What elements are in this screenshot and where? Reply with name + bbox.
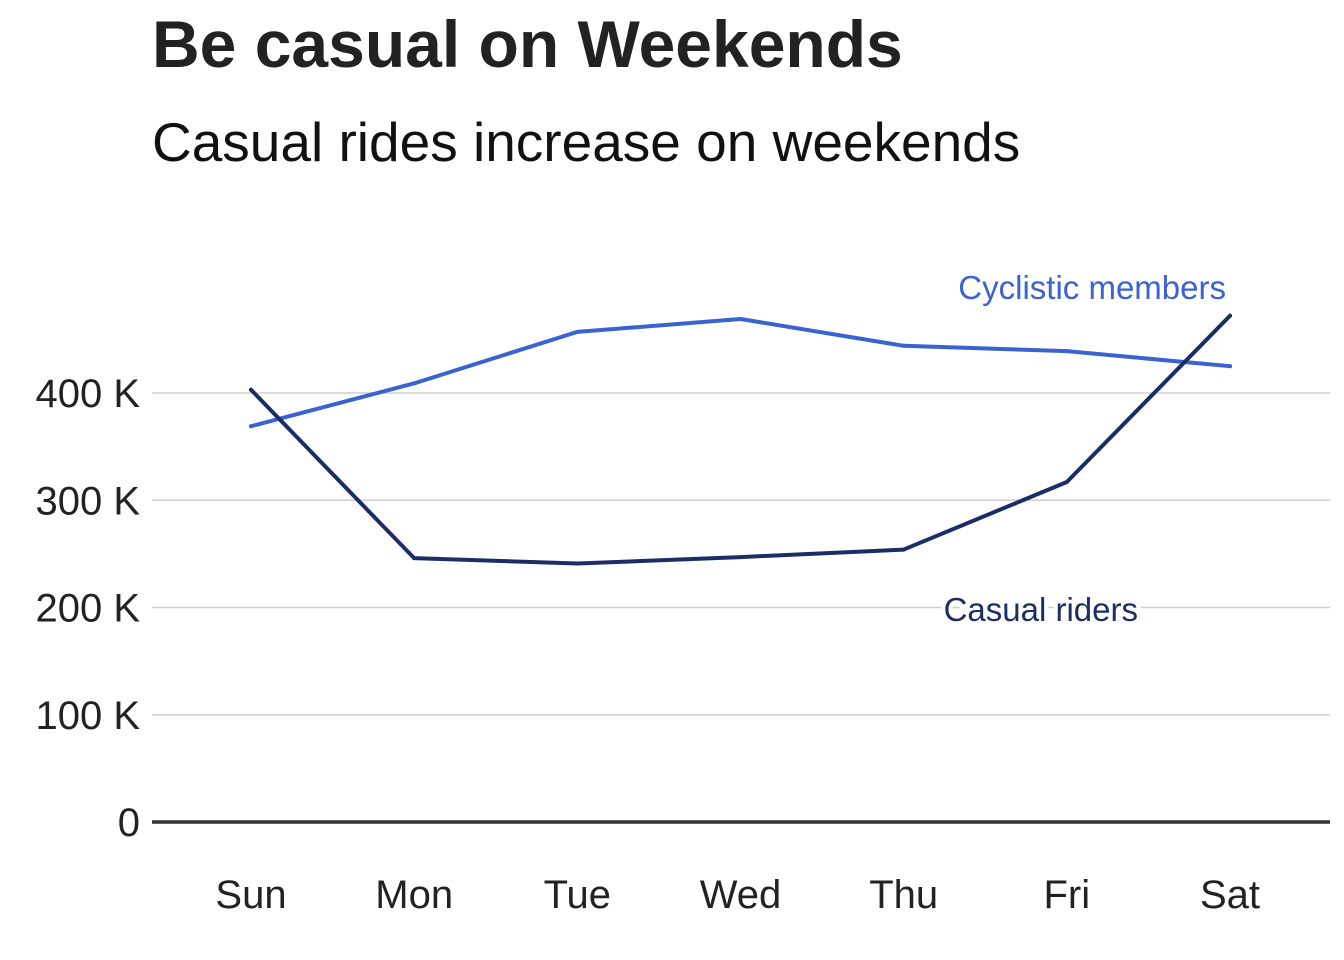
- y-tick-label: 200 K: [35, 587, 140, 631]
- data-point: [412, 381, 417, 386]
- chart-subtitle: Casual rides increase on weekends: [152, 111, 1021, 173]
- series-lines: [249, 313, 1232, 566]
- y-axis: 0 100 K 200 K 300 K 400 K: [35, 372, 140, 845]
- series-label-casual-riders: Casual riders: [944, 591, 1138, 628]
- chart-title: Be casual on Weekends: [152, 7, 903, 81]
- data-point: [901, 547, 906, 552]
- y-tick-label: 300 K: [35, 479, 140, 523]
- data-point: [1064, 349, 1069, 354]
- y-tick-label: 400 K: [35, 372, 140, 416]
- data-point: [249, 387, 253, 392]
- x-tick-label: Tue: [544, 873, 611, 917]
- gridlines: [152, 392, 1330, 716]
- data-point: [1064, 480, 1069, 485]
- x-tick-label: Mon: [375, 873, 453, 917]
- x-tick-label: Sun: [215, 873, 286, 917]
- y-tick-label: 100 K: [35, 694, 140, 738]
- data-point: [901, 343, 906, 348]
- data-point: [738, 316, 743, 321]
- data-point: [1228, 364, 1232, 369]
- series-line-cyclistic-members: [249, 316, 1232, 429]
- series-label-cyclistic-members: Cyclistic members: [958, 269, 1226, 306]
- data-point: [738, 555, 743, 560]
- x-tick-label: Fri: [1044, 873, 1091, 917]
- data-point: [575, 561, 580, 566]
- data-point: [575, 329, 580, 334]
- x-tick-label: Thu: [869, 873, 938, 917]
- y-tick-label: 0: [118, 801, 140, 845]
- data-point: [412, 556, 417, 561]
- x-tick-label: Wed: [700, 873, 782, 917]
- x-tick-label: Sat: [1200, 873, 1260, 917]
- data-point: [1228, 313, 1232, 318]
- data-point: [249, 424, 253, 429]
- x-axis: Sun Mon Tue Wed Thu Fri Sat: [215, 873, 1260, 917]
